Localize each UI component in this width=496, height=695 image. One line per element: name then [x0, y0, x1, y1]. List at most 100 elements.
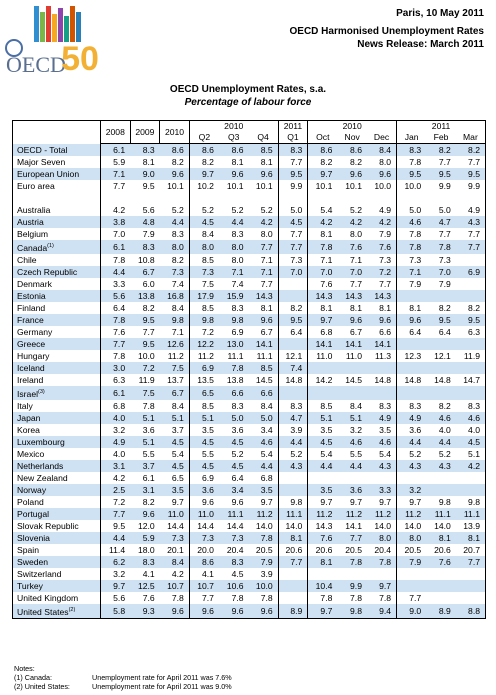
- cell: 9.5: [455, 168, 486, 180]
- cell: 6.7: [350, 326, 362, 337]
- row-label: Iceland: [12, 361, 101, 374]
- cell: 7.1: [396, 265, 427, 278]
- cell: 4.4: [277, 435, 308, 448]
- cell: [426, 337, 456, 350]
- cell: 8.2: [350, 157, 362, 167]
- cell: 5.2: [231, 205, 244, 215]
- cell: 8.3: [379, 400, 392, 411]
- cell: 4.0: [100, 411, 131, 424]
- cell: 8.6: [188, 143, 219, 156]
- cell: 9.6: [248, 603, 279, 619]
- cell: 8.4: [159, 555, 190, 568]
- cell: 7.3: [159, 265, 190, 278]
- cell: 7.2: [366, 265, 397, 278]
- cell: 7.8: [231, 592, 244, 603]
- cell: 4.5: [455, 435, 486, 448]
- cell: 7.0: [100, 228, 131, 240]
- cell: 9.0: [130, 168, 160, 180]
- cell: 6.2: [100, 555, 131, 568]
- cell: 11.3: [375, 350, 392, 361]
- cell: [396, 385, 427, 400]
- cell: 11.1: [455, 507, 486, 520]
- cell: 3.5: [307, 483, 338, 496]
- row-label: New Zealand: [13, 472, 101, 484]
- cell: 14.1: [337, 337, 367, 350]
- cell: 4.3: [455, 216, 486, 228]
- spacer: [100, 192, 131, 204]
- row-name: Finland: [17, 302, 46, 313]
- row-label: European Union: [12, 168, 101, 180]
- cell: 9.6: [159, 603, 190, 619]
- cell: 8.5: [188, 253, 219, 266]
- cell: 9.7: [307, 603, 338, 619]
- cell: 4.4: [218, 216, 249, 228]
- row-label: Canada(1): [12, 240, 101, 254]
- column-header: Feb: [426, 132, 456, 144]
- row-label: Portugal: [12, 507, 101, 520]
- cell: 14.0: [396, 519, 427, 532]
- cell: 4.0: [100, 447, 131, 460]
- cell: 14.4: [226, 520, 244, 531]
- cell: 8.1: [277, 531, 308, 544]
- cell: 8.1: [379, 302, 392, 313]
- cell: 8.6: [337, 143, 367, 156]
- header-title: OECD Harmonised Unemployment Rates: [289, 26, 485, 37]
- cell: 5.1: [337, 411, 367, 424]
- cell: [277, 385, 308, 400]
- cell: 4.4: [100, 531, 131, 544]
- cell: 3.9: [260, 568, 273, 579]
- cell: 7.7: [438, 157, 451, 167]
- cell: 5.0: [277, 204, 308, 216]
- row-label: Belgium: [13, 228, 101, 240]
- logo-text: OECD: [6, 52, 66, 76]
- cell: 3.6: [337, 483, 367, 496]
- cell: 7.8: [260, 592, 273, 603]
- row-name: Austria: [17, 217, 44, 227]
- cell: 9.5: [277, 168, 308, 180]
- cell: 8.2: [455, 143, 486, 156]
- cell: 9.8: [277, 495, 308, 508]
- cell: 8.4: [171, 302, 184, 313]
- cell: [426, 568, 456, 580]
- cell: 3.0: [100, 361, 131, 374]
- spacer: [277, 192, 308, 204]
- cell: 20.5: [396, 543, 427, 556]
- row-label: Euro area: [13, 180, 101, 192]
- cell: 7.1: [350, 254, 362, 265]
- cell: 11.0: [345, 350, 362, 361]
- cell: 8.2: [307, 156, 338, 168]
- cell: 9.8: [159, 313, 190, 326]
- cell: 2.5: [100, 483, 131, 496]
- cell: 5.0: [438, 205, 451, 215]
- row-name: Hungary: [17, 350, 50, 361]
- table-row: United Kingdom 5.6 7.6 7.8 7.7 7.8 7.8 7.8 7.8 7.…: [13, 591, 486, 604]
- header-cell: [13, 121, 101, 144]
- release: News Release: March 2011: [357, 39, 484, 50]
- cell: 6.6: [379, 326, 392, 337]
- cell: [455, 579, 486, 592]
- cell: [455, 337, 486, 350]
- cell: 5.6: [100, 591, 131, 604]
- cell: 8.1: [231, 157, 244, 167]
- cell: 7.0: [277, 265, 308, 278]
- cell: 7.7: [100, 507, 131, 520]
- cell: 5.6: [100, 289, 131, 302]
- cell: 10.0: [374, 181, 392, 191]
- cell: 6.4: [277, 325, 308, 338]
- cell: 8.3: [218, 555, 249, 568]
- table-row: Japan 4.0 5.1 5.1 5.1 5.0 5.0 4.7 5.1 5.1 4.9 4.9 4.…: [12, 411, 486, 424]
- cell: 4.6: [396, 216, 427, 228]
- cell: 9.5: [426, 313, 456, 326]
- column-header: Q3: [218, 132, 249, 144]
- cell: 7.8: [100, 313, 131, 326]
- cell: 7.0: [426, 265, 456, 278]
- cell: 7.1: [248, 265, 279, 278]
- cell: 4.5: [218, 459, 249, 472]
- cell: 7.9: [396, 555, 427, 568]
- row-label: Austria: [12, 216, 101, 228]
- cell: 4.6: [337, 435, 367, 448]
- cell: 9.0: [396, 603, 427, 619]
- cell: 8.2: [438, 302, 451, 313]
- cell: [426, 579, 456, 592]
- row-name: United States: [17, 606, 69, 617]
